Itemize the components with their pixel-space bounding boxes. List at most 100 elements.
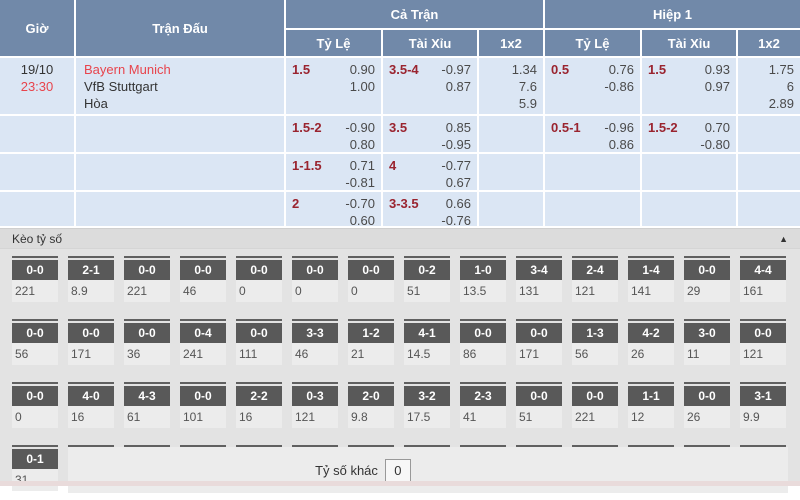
ft-1x2-cell[interactable] (479, 192, 543, 226)
away-team: VfB Stuttgart (84, 79, 158, 94)
score-odds-cell[interactable]: 0-0 221 (124, 256, 170, 302)
match-time-cell (0, 154, 74, 190)
h1-handicap-cell[interactable]: 0.5 0.76 -0.86 (545, 58, 640, 114)
match-time-cell: 19/10 23:30 (0, 58, 74, 114)
score-odds-value: 46 (292, 343, 338, 365)
h1-handicap-odds: 0.86 (608, 137, 634, 152)
score-badge: 0-0 (236, 260, 282, 280)
ft-over-under-cell[interactable]: 4 -0.77 0.67 (383, 154, 477, 190)
score-odds-cell[interactable]: 0-3 121 (292, 382, 338, 428)
ft-handicap-cell[interactable]: 1-1.5 0.71 -0.81 (286, 154, 381, 190)
h1-over-under-cell[interactable]: 1.5 0.93 0.97 (642, 58, 736, 114)
h1-1x2-cell[interactable]: 1.75 6 2.89 (738, 58, 800, 114)
score-badge: 4-3 (124, 386, 170, 406)
col-header-h1-over-under: Tài Xỉu (642, 30, 736, 56)
h1-over-under-cell[interactable] (642, 192, 736, 226)
ft-over-under-line: 3.5-4 (389, 62, 419, 77)
score-odds-cell[interactable]: 0-0 46 (180, 256, 226, 302)
score-odds-cell[interactable]: 4-1 14.5 (404, 319, 450, 365)
score-odds-cell[interactable]: 0-0 0 (348, 256, 394, 302)
ft-1x2-cell[interactable] (479, 116, 543, 152)
score-badge: 3-2 (404, 386, 450, 406)
ft-over-under-cell[interactable]: 3.5 0.85 -0.95 (383, 116, 477, 152)
h1-1x2-cell[interactable] (738, 116, 800, 152)
score-odds-cell[interactable]: 3-4 131 (516, 256, 562, 302)
score-odds-cell[interactable]: 0-0 171 (516, 319, 562, 365)
ft-handicap-line: 1.5 (292, 62, 311, 77)
score-odds-cell[interactable]: 3-3 46 (292, 319, 338, 365)
ft-handicap-odds: 0.60 (349, 213, 375, 226)
score-odds-cell[interactable]: 3-1 9.9 (740, 382, 786, 428)
score-odds-cell[interactable]: 4-3 61 (124, 382, 170, 428)
other-score-input[interactable]: 0 (384, 458, 411, 482)
ft-handicap-odds: 1.00 (349, 79, 375, 94)
score-badge: 0-0 (180, 386, 226, 406)
score-odds-value: 221 (12, 280, 58, 302)
score-odds-value: 46 (180, 280, 226, 302)
h1-handicap-cell[interactable]: 0.5-1 -0.96 0.86 (545, 116, 640, 152)
score-odds-cell[interactable]: 0-0 56 (12, 319, 58, 365)
h1-handicap-cell[interactable] (545, 154, 640, 190)
score-odds-cell[interactable]: 1-4 141 (628, 256, 674, 302)
score-odds-value: 36 (124, 343, 170, 365)
h1-over-under-cell[interactable] (642, 154, 736, 190)
score-odds-cell[interactable]: 0-0 36 (124, 319, 170, 365)
score-badge: 0-4 (180, 323, 226, 343)
score-odds-cell[interactable]: 0-4 241 (180, 319, 226, 365)
score-badge: 1-0 (460, 260, 506, 280)
h1-1x2-cell[interactable] (738, 192, 800, 226)
score-odds-cell[interactable]: 1-1 12 (628, 382, 674, 428)
score-odds-cell[interactable]: 0-0 29 (684, 256, 730, 302)
collapse-icon[interactable]: ▲ (779, 233, 788, 244)
score-odds-cell[interactable]: 0-0 221 (572, 382, 618, 428)
score-badge: 0-0 (572, 386, 618, 406)
ft-handicap-cell[interactable]: 2 -0.70 0.60 (286, 192, 381, 226)
score-odds-cell[interactable]: 0-0 171 (68, 319, 114, 365)
h1-1x2-cell[interactable] (738, 154, 800, 190)
score-odds-cell[interactable]: 0-0 0 (236, 256, 282, 302)
score-odds-cell[interactable]: 0-2 51 (404, 256, 450, 302)
score-odds-cell[interactable]: 2-4 121 (572, 256, 618, 302)
h1-handicap-cell[interactable] (545, 192, 640, 226)
correct-score-header-bar[interactable]: Kèo tỷ số ▲ (0, 228, 800, 249)
score-odds-cell[interactable]: 0-0 121 (740, 319, 786, 365)
score-odds-cell[interactable]: 2-3 41 (460, 382, 506, 428)
score-odds-cell[interactable]: 1-3 56 (572, 319, 618, 365)
score-odds-cell[interactable]: 0-0 221 (12, 256, 58, 302)
score-odds-cell[interactable]: 4-2 26 (628, 319, 674, 365)
score-odds-cell[interactable]: 1-0 13.5 (460, 256, 506, 302)
score-odds-cell[interactable]: 0-0 86 (460, 319, 506, 365)
ft-1x2-cell[interactable]: 1.34 7.6 5.9 (479, 58, 543, 114)
score-odds-cell[interactable]: 2-1 8.9 (68, 256, 114, 302)
score-odds-cell[interactable]: 0-0 0 (12, 382, 58, 428)
ft-handicap-line: 2 (292, 196, 300, 211)
score-odds-cell[interactable]: 0-0 26 (684, 382, 730, 428)
score-odds-cell[interactable]: 2-0 9.8 (348, 382, 394, 428)
h1-over-under-cell[interactable]: 1.5-2 0.70 -0.80 (642, 116, 736, 152)
h1-over-under-odds-values: 0.70 -0.80 (700, 119, 730, 152)
ft-handicap-cell[interactable]: 1.5 0.90 1.00 (286, 58, 381, 114)
match-teams-cell: Bayern Munich VfB Stuttgart Hòa (76, 58, 284, 114)
score-odds-value: 121 (740, 343, 786, 365)
odds-table-body: 19/10 23:30 Bayern Munich VfB Stuttgart Hòa 1… (0, 58, 800, 226)
score-odds-cell[interactable]: 4-0 16 (68, 382, 114, 428)
score-odds-cell[interactable]: 0-0 0 (292, 256, 338, 302)
score-odds-value: 241 (180, 343, 226, 365)
score-odds-cell[interactable]: 0-0 101 (180, 382, 226, 428)
ft-handicap-cell[interactable]: 1.5-2 -0.90 0.80 (286, 116, 381, 152)
score-badge: 3-1 (740, 386, 786, 406)
ft-1x2-cell[interactable] (479, 154, 543, 190)
score-odds-cell[interactable]: 3-0 11 (684, 319, 730, 365)
score-odds-cell[interactable]: 0-0 111 (236, 319, 282, 365)
ft-over-under-cell[interactable]: 3-3.5 0.66 -0.76 (383, 192, 477, 226)
score-odds-cell[interactable]: 0-0 51 (516, 382, 562, 428)
score-odds-cell[interactable]: 4-4 161 (740, 256, 786, 302)
score-odds-cell[interactable]: 3-2 17.5 (404, 382, 450, 428)
score-odds-cell[interactable]: 1-2 21 (348, 319, 394, 365)
h1-handicap-odds: 0.76 (608, 62, 634, 77)
ft-over-under-cell[interactable]: 3.5-4 -0.97 0.87 (383, 58, 477, 114)
score-badge: 0-0 (12, 260, 58, 280)
score-odds-cell[interactable]: 2-2 16 (236, 382, 282, 428)
match-teams-cell (76, 116, 284, 152)
